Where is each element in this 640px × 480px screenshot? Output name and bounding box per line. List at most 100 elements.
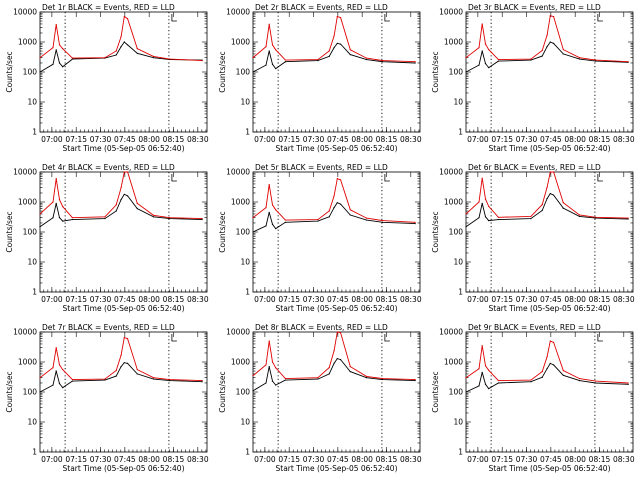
y-axis-label: Counts/sec (218, 371, 227, 412)
lld-point (595, 216, 597, 218)
x-tick-label: 08:15 (589, 135, 611, 144)
lld-point (497, 58, 500, 61)
lld-point (62, 48, 64, 50)
lld-point (333, 195, 335, 197)
events-point (275, 384, 277, 386)
events-point (552, 194, 555, 196)
lld-point (52, 367, 54, 369)
events-point (52, 63, 54, 65)
y-axis-label: Counts/sec (5, 51, 14, 92)
events-point (465, 226, 467, 228)
events-point (39, 391, 41, 393)
events-point (414, 379, 416, 382)
events-point (497, 60, 500, 62)
lld-point (52, 201, 54, 203)
lld-point (265, 207, 267, 209)
events-point (104, 217, 106, 220)
x-tick-label: 08:30 (613, 455, 635, 464)
lld-point (562, 48, 564, 51)
x-tick-label: 08:30 (187, 135, 209, 144)
x-axis-label: Start Time (05-Sep-05 06:52:40) (63, 464, 185, 473)
events-point (578, 58, 581, 60)
events-point (55, 49, 57, 51)
lld-point (488, 205, 490, 207)
y-tick-label: 1000 (444, 198, 463, 207)
events-point (115, 375, 117, 377)
y-tick-label: 10000 (439, 8, 463, 17)
lld-point (284, 59, 287, 61)
events-point (123, 362, 125, 364)
lld-point (275, 49, 277, 51)
y-tick-label: 10 (240, 258, 250, 267)
events-point (271, 223, 274, 225)
lld-point (481, 177, 483, 179)
y-tick-label: 1 (32, 288, 37, 297)
events-point (339, 43, 342, 45)
y-tick-label: 10 (27, 258, 37, 267)
lld-point (578, 57, 581, 59)
lld-point (169, 378, 171, 381)
events-point (382, 61, 384, 63)
lld-series-line (465, 340, 629, 384)
events-point (284, 221, 287, 223)
x-tick-label: 07:45 (114, 295, 136, 304)
lld-point (465, 213, 467, 215)
panel-title: Det 5r BLACK = Events, RED = LLD (255, 163, 388, 172)
lld-point (104, 378, 106, 380)
y-tick-label: 10000 (226, 168, 250, 177)
panel-title: Det 6r BLACK = Events, RED = LLD (468, 163, 601, 172)
lld-point (382, 377, 384, 380)
events-point (317, 59, 319, 62)
x-tick-label: 08:15 (163, 135, 185, 144)
panel-det-7: Det 7r BLACK = Events, RED = LLD 1 10 100 10… (5, 323, 209, 473)
x-tick-label: 08:30 (187, 455, 209, 464)
events-point (265, 225, 267, 227)
lld-point (546, 186, 548, 188)
y-tick-label: 10 (240, 98, 250, 107)
x-tick-label: 07:00 (254, 135, 276, 144)
y-tick-label: 100 (449, 68, 464, 77)
events-point (265, 382, 267, 384)
lld-point (328, 210, 330, 212)
x-tick-label: 07:15 (278, 455, 300, 464)
y-axis-label: Counts/sec (431, 371, 440, 412)
lld-point (414, 378, 416, 381)
events-point (136, 208, 138, 210)
events-point (333, 47, 335, 49)
events-point (365, 58, 368, 61)
lld-point (530, 215, 532, 218)
lld-point (328, 50, 330, 52)
lld-point (152, 377, 155, 379)
events-point (120, 199, 122, 201)
events-point (71, 380, 74, 382)
x-tick-label: 08:15 (376, 455, 398, 464)
events-point (62, 66, 64, 68)
lld-point (552, 16, 555, 18)
interval-marker-flag (171, 334, 177, 342)
lld-point (58, 199, 61, 201)
y-tick-label: 1 (458, 128, 463, 137)
y-tick-label: 1 (458, 448, 463, 457)
lld-point (201, 59, 203, 62)
events-point (541, 376, 543, 378)
y-tick-label: 1 (245, 448, 250, 457)
x-tick-label: 07:45 (540, 455, 562, 464)
y-tick-label: 10000 (13, 168, 37, 177)
interval-marker-flag (384, 174, 390, 182)
y-tick-label: 1000 (18, 38, 37, 47)
x-tick-label: 08:30 (400, 295, 422, 304)
events-point (488, 219, 490, 222)
lld-series-line (252, 178, 416, 223)
events-point (484, 383, 487, 385)
y-axis-label: Counts/sec (5, 211, 14, 252)
x-axis-label: Start Time (05-Sep-05 06:52:40) (276, 144, 398, 153)
events-point (104, 379, 106, 381)
lld-point (484, 365, 487, 367)
lld-point (123, 171, 125, 173)
x-tick-label: 08:00 (564, 135, 586, 144)
events-point (201, 218, 203, 221)
lld-point (39, 377, 41, 379)
lld-point (595, 59, 597, 61)
events-point (62, 220, 64, 222)
lld-point (336, 16, 338, 18)
